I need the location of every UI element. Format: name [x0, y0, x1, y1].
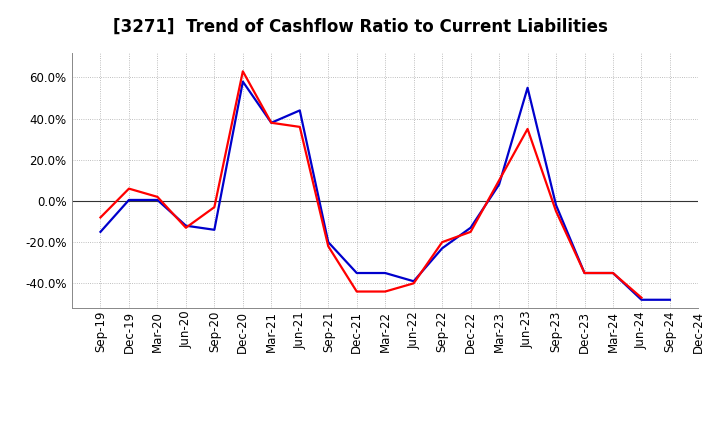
Free CF to Current Liabilities: [295, 108, 304, 113]
Line: Free CF to Current Liabilities: Free CF to Current Liabilities: [101, 81, 670, 300]
Operating CF to Current Liabilities: [381, 289, 390, 294]
Operating CF to Current Liabilities: [181, 225, 190, 231]
Line: Operating CF to Current Liabilities: Operating CF to Current Liabilities: [101, 71, 642, 298]
Free CF to Current Liabilities: [352, 270, 361, 275]
Operating CF to Current Liabilities: [324, 244, 333, 249]
Free CF to Current Liabilities: [637, 297, 646, 302]
Operating CF to Current Liabilities: [580, 270, 589, 275]
Operating CF to Current Liabilities: [352, 289, 361, 294]
Operating CF to Current Liabilities: [410, 281, 418, 286]
Operating CF to Current Liabilities: [438, 239, 446, 245]
Free CF to Current Liabilities: [324, 239, 333, 245]
Operating CF to Current Liabilities: [267, 120, 276, 125]
Free CF to Current Liabilities: [665, 297, 674, 302]
Free CF to Current Liabilities: [495, 182, 503, 187]
Operating CF to Current Liabilities: [552, 209, 560, 214]
Free CF to Current Liabilities: [438, 246, 446, 251]
Free CF to Current Liabilities: [96, 229, 105, 235]
Text: [3271]  Trend of Cashflow Ratio to Current Liabilities: [3271] Trend of Cashflow Ratio to Curren…: [112, 18, 608, 36]
Free CF to Current Liabilities: [181, 223, 190, 228]
Free CF to Current Liabilities: [467, 225, 475, 231]
Free CF to Current Liabilities: [125, 197, 133, 202]
Free CF to Current Liabilities: [552, 202, 560, 208]
Operating CF to Current Liabilities: [467, 229, 475, 235]
Free CF to Current Liabilities: [523, 85, 532, 91]
Free CF to Current Liabilities: [267, 120, 276, 125]
Operating CF to Current Liabilities: [153, 194, 162, 199]
Free CF to Current Liabilities: [153, 197, 162, 202]
Operating CF to Current Liabilities: [125, 186, 133, 191]
Free CF to Current Liabilities: [410, 279, 418, 284]
Operating CF to Current Liabilities: [96, 215, 105, 220]
Free CF to Current Liabilities: [608, 270, 617, 275]
Free CF to Current Liabilities: [580, 270, 589, 275]
Free CF to Current Liabilities: [238, 79, 247, 84]
Operating CF to Current Liabilities: [523, 126, 532, 132]
Operating CF to Current Liabilities: [637, 295, 646, 301]
Operating CF to Current Liabilities: [238, 69, 247, 74]
Operating CF to Current Liabilities: [295, 124, 304, 129]
Free CF to Current Liabilities: [381, 270, 390, 275]
Operating CF to Current Liabilities: [608, 270, 617, 275]
Operating CF to Current Liabilities: [495, 178, 503, 183]
Operating CF to Current Liabilities: [210, 205, 219, 210]
Free CF to Current Liabilities: [210, 227, 219, 232]
